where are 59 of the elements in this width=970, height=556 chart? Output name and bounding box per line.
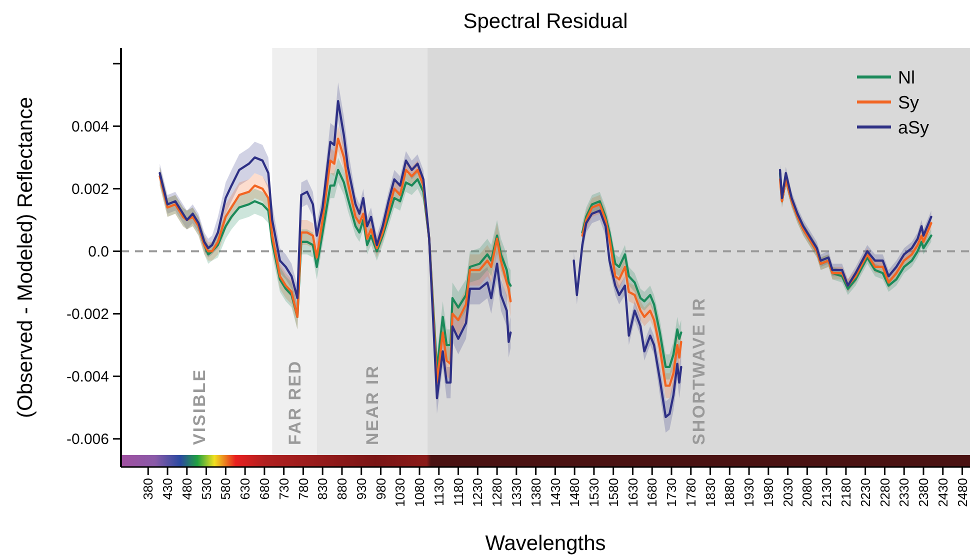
x-tick-label: 1280 — [490, 478, 505, 507]
x-tick-label: 1980 — [760, 478, 776, 507]
x-tick-label: 1830 — [702, 478, 718, 507]
y-tick-label: 0.002 — [71, 180, 109, 198]
x-tick-label: 1380 — [528, 478, 544, 507]
x-tick-label: 730 — [276, 478, 292, 500]
x-tick-label: 2480 — [954, 478, 970, 507]
x-tick-label: 2130 — [819, 478, 834, 507]
annotation: VISIBLE — [190, 368, 209, 445]
legend-label: Nl — [898, 67, 915, 88]
chart-title: Spectral Residual — [463, 10, 628, 33]
x-tick-label: 2280 — [877, 478, 892, 507]
x-tick-label: 380 — [140, 478, 156, 500]
x-tick-label: 1580 — [606, 478, 621, 507]
x-tick-label: 2380 — [916, 478, 932, 507]
x-tick-label: 2430 — [935, 478, 950, 507]
x-tick-label: 1930 — [742, 478, 757, 507]
y-tick-label: -0.004 — [66, 368, 109, 386]
x-tick-label: 430 — [160, 478, 176, 500]
x-tick-label: 1180 — [450, 478, 466, 506]
x-tick-label: 930 — [354, 478, 369, 500]
x-tick-label: 1080 — [412, 478, 428, 507]
x-tick-label: 1880 — [722, 478, 738, 507]
x-tick-label: 480 — [179, 478, 194, 500]
legend-label: aSy — [898, 117, 930, 138]
x-tick-label: 780 — [296, 478, 311, 500]
x-tick-label: 1230 — [470, 478, 486, 507]
x-tick-label: 2030 — [780, 478, 796, 507]
y-tick-label: 0.0 — [88, 243, 109, 260]
x-tick-label: 1330 — [508, 478, 524, 507]
y-tick-label: -0.006 — [66, 431, 109, 448]
band-label: FAR RED — [285, 360, 304, 445]
x-tick-label: 1030 — [392, 478, 408, 507]
x-tick-label: 530 — [198, 478, 214, 500]
x-tick-label: 580 — [218, 478, 234, 500]
x-tick-label: 630 — [238, 478, 253, 500]
x-tick-label: 830 — [315, 478, 330, 500]
x-tick-label: 2330 — [896, 478, 912, 507]
x-tick-label: 680 — [256, 478, 272, 500]
band-label: NEAR IR — [363, 364, 382, 445]
x-tick-label: 2080 — [800, 478, 815, 507]
x-tick-label: 1730 — [664, 478, 680, 507]
band-label: SHORTWAVE IR — [690, 296, 709, 445]
x-tick-label: 1680 — [644, 478, 660, 507]
x-tick-label: 1630 — [625, 478, 640, 507]
x-tick-label: 1780 — [683, 478, 698, 507]
y-tick-label: -0.002 — [66, 306, 109, 324]
legend-label: Sy — [898, 92, 920, 112]
x-tick-label: 1130 — [431, 478, 446, 506]
x-tick-label: 880 — [334, 478, 350, 500]
y-axis-title: (Observed - Modeled) Reflectance — [14, 97, 37, 418]
x-tick-label: 2180 — [838, 478, 854, 507]
x-tick-label: 1480 — [567, 478, 582, 507]
x-tick-label: 980 — [373, 478, 388, 500]
x-tick-label: 1530 — [586, 478, 602, 507]
x-axis-title: Wavelengths — [485, 532, 606, 555]
x-tick-label: 2230 — [858, 478, 873, 507]
y-tick-label: 0.004 — [71, 118, 109, 136]
x-tick-label: 1430 — [548, 478, 563, 507]
